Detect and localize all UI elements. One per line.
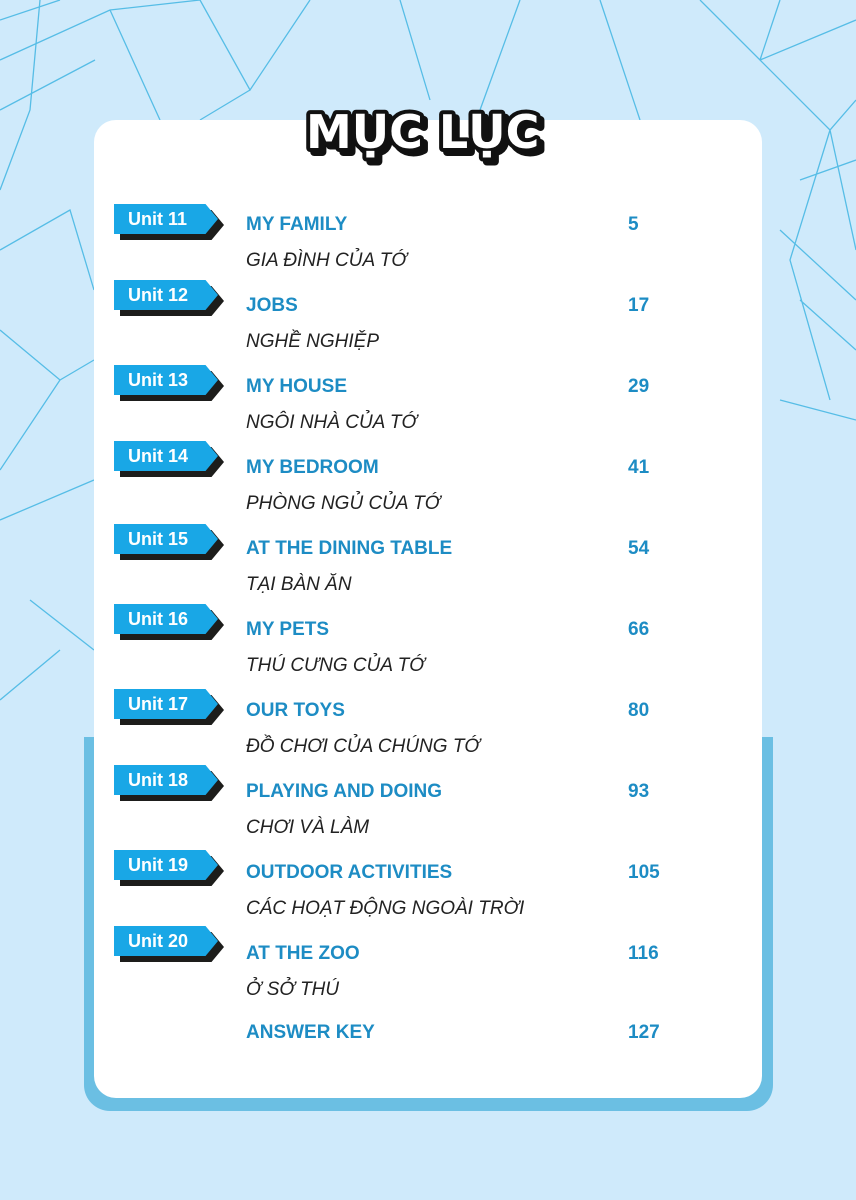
unit-label: Unit 11 (128, 209, 188, 229)
entry-title: ANSWER KEY (246, 1022, 375, 1043)
entry-subtitle: CHƠI VÀ LÀM (246, 817, 370, 838)
entry-subtitle: CÁC HOẠT ĐỘNG NGOÀI TRỜI (246, 898, 525, 919)
entry-title: MY FAMILY (246, 214, 348, 235)
entry-subtitle: THÚ CƯNG CỦA TỚ (246, 655, 425, 676)
unit-label: Unit 15 (128, 529, 189, 549)
unit-label: Unit 20 (128, 931, 189, 951)
toc-entry[interactable]: Unit 18 PLAYING AND DOING CHƠI VÀ LÀM 93 (0, 765, 856, 838)
entry-page: 54 (628, 538, 650, 559)
unit-badge: Unit 15 (114, 524, 224, 560)
entry-page: 5 (628, 214, 639, 235)
unit-badge: Unit 16 (114, 604, 224, 640)
entry-page: 66 (628, 619, 650, 640)
entry-subtitle: TẠI BÀN ĂN (246, 574, 352, 595)
toc-entry[interactable]: Unit 19 OUTDOOR ACTIVITIES CÁC HOẠT ĐỘNG… (0, 850, 856, 920)
entry-subtitle: NGHỀ NGHIỆP (246, 331, 380, 352)
entry-title: JOBS (246, 295, 298, 316)
toc-entry[interactable]: Unit 17 OUR TOYS ĐỒ CHƠI CỦA CHÚNG TỚ 80 (0, 689, 856, 759)
entry-page: 116 (628, 943, 659, 964)
entry-title: PLAYING AND DOING (246, 781, 443, 802)
unit-badge: Unit 19 (114, 850, 224, 886)
unit-badge: Unit 18 (114, 765, 224, 801)
entry-subtitle: NGÔI NHÀ CỦA TỚ (246, 412, 417, 433)
entry-title: MY BEDROOM (246, 457, 379, 478)
unit-badge: Unit 17 (114, 689, 224, 725)
entry-title: MY PETS (246, 619, 330, 640)
entry-title: OUR TOYS (246, 700, 345, 721)
page-title-text: MỤC LỤC (306, 105, 539, 159)
unit-badge: Unit 13 (114, 365, 224, 401)
toc-entry-answer-key[interactable]: ANSWER KEY 127 (0, 1015, 856, 1085)
toc-entry[interactable]: Unit 13 MY HOUSE NGÔI NHÀ CỦA TỚ 29 (0, 365, 856, 435)
unit-badge: Unit 12 (114, 280, 224, 316)
unit-label: Unit 18 (128, 770, 189, 790)
unit-label: Unit 14 (128, 446, 189, 466)
entry-page: 80 (628, 700, 650, 721)
toc-entry[interactable]: Unit 11 MY FAMILY GIA ĐÌNH CỦA TỚ 5 (0, 204, 856, 274)
toc-entry[interactable]: Unit 14 MY BEDROOM PHÒNG NGỦ CỦA TỚ 41 (0, 441, 856, 514)
toc-entry[interactable]: Unit 16 MY PETS THÚ CƯNG CỦA TỚ 66 (0, 604, 856, 676)
unit-badge: Unit 11 (114, 204, 224, 240)
entry-page: 29 (628, 376, 650, 397)
entry-subtitle: PHÒNG NGỦ CỦA TỚ (246, 493, 441, 514)
entry-title: AT THE ZOO (246, 943, 360, 964)
unit-badge: Unit 20 (114, 926, 224, 962)
toc-entry[interactable]: Unit 12 JOBS NGHỀ NGHIỆP 17 (0, 280, 856, 352)
toc-entry[interactable]: Unit 15 AT THE DINING TABLE TẠI BÀN ĂN 5… (0, 524, 856, 595)
entry-page: 127 (628, 1022, 660, 1043)
unit-label: Unit 12 (128, 285, 189, 305)
page-title: MỤC LỤC (302, 101, 543, 163)
unit-badge: Unit 14 (114, 441, 224, 477)
entry-subtitle: GIA ĐÌNH CỦA TỚ (246, 250, 407, 271)
toc-entry[interactable]: Unit 20 AT THE ZOO Ở SỞ THÚ 116 (0, 926, 856, 1000)
unit-label: Unit 19 (128, 855, 189, 875)
entry-title: AT THE DINING TABLE (246, 538, 453, 559)
unit-label: Unit 16 (128, 609, 189, 629)
entry-page: 17 (628, 295, 650, 316)
entry-page: 41 (628, 457, 650, 478)
unit-label: Unit 13 (128, 370, 189, 390)
entry-subtitle: ĐỒ CHƠI CỦA CHÚNG TỚ (246, 736, 480, 757)
entry-page: 105 (628, 862, 660, 883)
entry-title: MY HOUSE (246, 376, 348, 397)
entry-subtitle: Ở SỞ THÚ (246, 979, 340, 1000)
unit-label: Unit 17 (128, 694, 189, 714)
entry-page: 93 (628, 781, 650, 802)
entry-title: OUTDOOR ACTIVITIES (246, 862, 453, 883)
